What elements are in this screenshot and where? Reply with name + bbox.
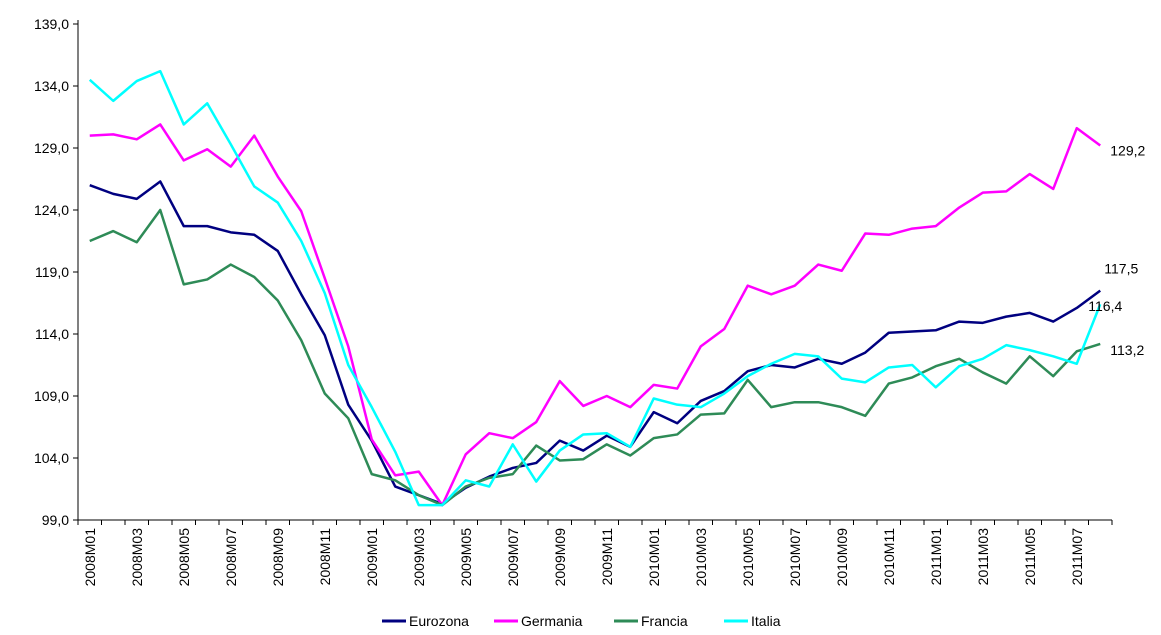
legend-label: Eurozona [409, 613, 469, 629]
x-tick-label: 2009M05 [458, 528, 474, 587]
y-tick-label: 99,0 [42, 512, 69, 528]
y-tick-label: 114,0 [35, 326, 69, 342]
x-tick-label: 2010M01 [646, 528, 662, 587]
series-line [89, 208, 1101, 507]
x-tick-label: 2011M01 [928, 528, 944, 586]
y-tick-label: 134,0 [34, 78, 69, 94]
x-tick-label: 2008M01 [82, 528, 98, 587]
y-tick-label: 104,0 [34, 450, 69, 466]
x-tick-label: 2011M03 [975, 528, 991, 586]
x-tick-label: 2008M03 [129, 528, 145, 587]
y-tick-label: 124,0 [34, 202, 69, 218]
x-tick-label: 2011M05 [1022, 528, 1038, 586]
x-tick-label: 2010M07 [787, 528, 803, 587]
legend-label: Germania [521, 613, 583, 629]
legend-label: Italia [751, 613, 781, 629]
y-tick-label: 129,0 [34, 140, 69, 156]
y-tick-label: 109,0 [34, 388, 69, 404]
x-tick-label: 2008M09 [270, 528, 286, 587]
legend-label: Francia [641, 613, 688, 629]
data-label: 113,2 [1110, 342, 1144, 358]
y-tick-label: 139,0 [34, 16, 69, 32]
series-line [88, 69, 1102, 507]
data-label: 117,5 [1104, 261, 1138, 277]
data-label: 129,2 [1110, 143, 1145, 159]
x-tick-label: 2009M11 [599, 528, 615, 586]
x-tick-label: 2010M11 [881, 528, 897, 586]
x-tick-label: 2008M11 [317, 528, 333, 586]
x-tick-label: 2009M09 [552, 528, 568, 587]
y-tick-label: 119,0 [35, 264, 69, 280]
series-line [89, 123, 1101, 507]
x-tick-label: 2009M03 [411, 528, 427, 587]
x-tick-label: 2009M01 [364, 528, 380, 587]
x-tick-label: 2010M03 [693, 528, 709, 587]
series-line [89, 180, 1101, 506]
x-tick-label: 2011M07 [1069, 528, 1085, 586]
data-label: 116,4 [1088, 298, 1122, 314]
x-tick-label: 2009M07 [505, 528, 521, 587]
x-tick-label: 2008M05 [176, 528, 192, 587]
x-tick-label: 2010M09 [834, 528, 850, 587]
x-tick-label: 2010M05 [740, 528, 756, 587]
x-tick-label: 2008M07 [223, 528, 239, 587]
